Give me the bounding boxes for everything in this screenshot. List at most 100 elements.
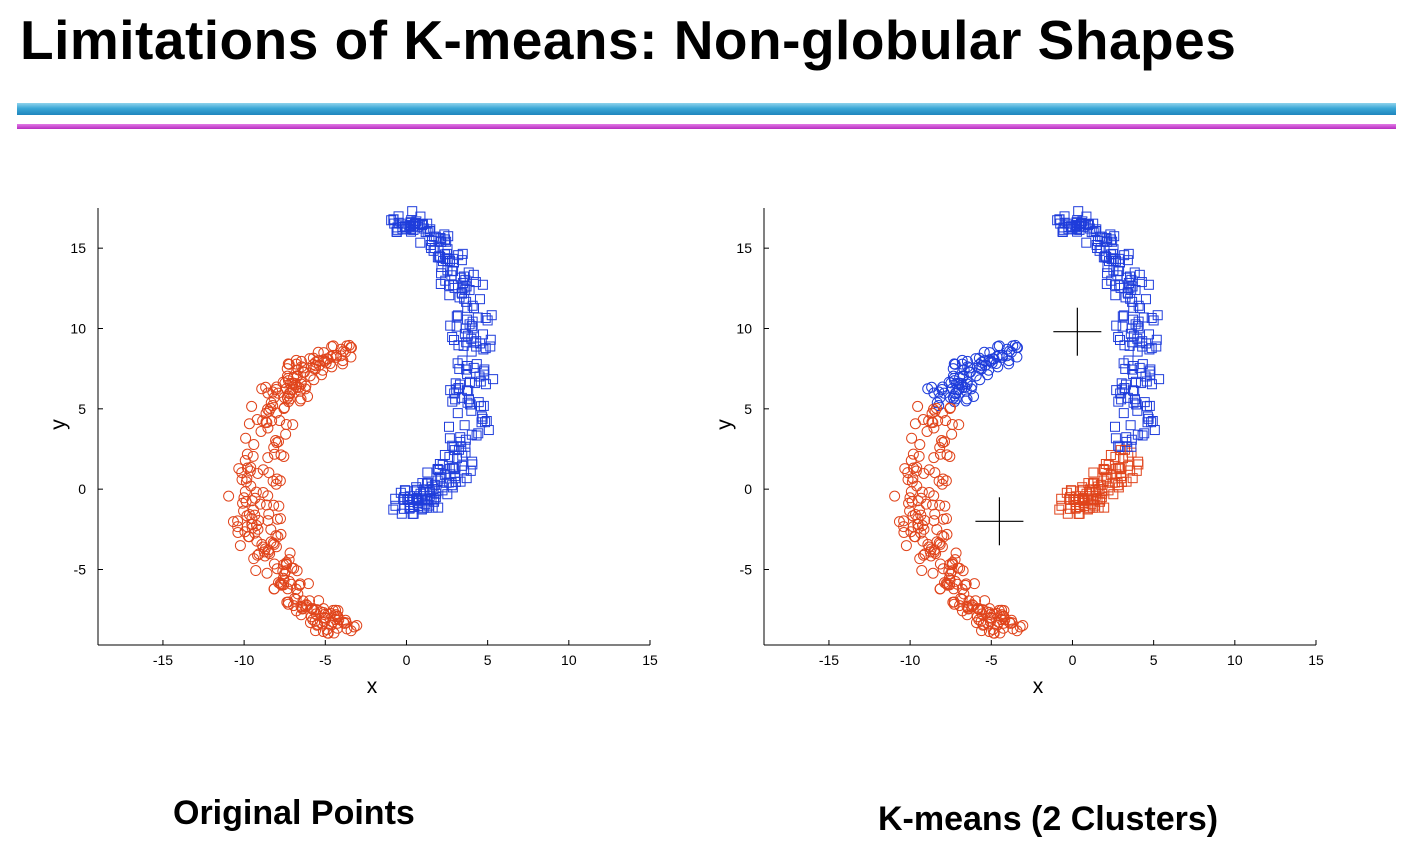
point-square bbox=[425, 224, 436, 235]
point-square bbox=[461, 385, 472, 396]
point-circle bbox=[259, 550, 271, 562]
x-tick-label: 0 bbox=[1069, 652, 1077, 668]
point-circle bbox=[348, 621, 360, 633]
point-circle bbox=[236, 467, 248, 479]
point-circle bbox=[292, 588, 304, 600]
point-square bbox=[446, 480, 457, 491]
point-square bbox=[443, 421, 454, 432]
point-circle bbox=[934, 448, 946, 460]
point-square bbox=[1073, 206, 1084, 217]
point-square bbox=[1073, 508, 1084, 519]
point-square bbox=[1080, 218, 1091, 229]
point-square bbox=[1086, 499, 1097, 510]
point-circle bbox=[257, 415, 269, 427]
point-square bbox=[1143, 279, 1154, 290]
y-tick-label: 5 bbox=[78, 401, 86, 417]
point-circle bbox=[993, 340, 1005, 352]
point-square bbox=[1137, 359, 1148, 370]
point-square bbox=[478, 400, 489, 411]
point-circle bbox=[308, 374, 320, 386]
point-circle bbox=[255, 425, 267, 437]
point-circle bbox=[307, 614, 319, 626]
point-circle bbox=[267, 537, 279, 549]
point-square bbox=[1124, 340, 1135, 351]
point-circle bbox=[240, 432, 252, 444]
y-tick-label: 10 bbox=[70, 320, 86, 336]
point-square bbox=[477, 279, 488, 290]
point-square bbox=[1127, 473, 1138, 484]
point-circle bbox=[913, 450, 925, 462]
point-square bbox=[447, 396, 458, 407]
point-circle bbox=[904, 505, 916, 517]
y-tick-label: 5 bbox=[744, 401, 752, 417]
point-circle bbox=[979, 359, 991, 371]
point-circle bbox=[262, 490, 274, 502]
point-square bbox=[460, 434, 471, 445]
point-square bbox=[1088, 467, 1099, 478]
point-square bbox=[1109, 421, 1120, 432]
point-square bbox=[454, 363, 465, 374]
point-square bbox=[1089, 500, 1100, 511]
y-axis-label: y bbox=[47, 419, 70, 430]
point-circle bbox=[304, 617, 316, 629]
point-square bbox=[424, 484, 435, 495]
point-circle bbox=[981, 606, 993, 618]
point-square bbox=[1144, 400, 1155, 411]
point-circle bbox=[893, 516, 905, 528]
point-square bbox=[1143, 413, 1154, 424]
point-square bbox=[1127, 337, 1138, 348]
point-square bbox=[414, 218, 425, 229]
point-circle bbox=[898, 526, 910, 538]
point-circle bbox=[928, 490, 940, 502]
point-square bbox=[460, 441, 471, 452]
point-circle bbox=[1014, 621, 1026, 633]
point-square bbox=[461, 337, 472, 348]
point-circle bbox=[968, 390, 980, 402]
point-square bbox=[1118, 408, 1129, 419]
point-square bbox=[1126, 434, 1137, 445]
point-square bbox=[1068, 493, 1079, 504]
point-square bbox=[1101, 252, 1112, 263]
point-circle bbox=[304, 370, 316, 382]
point-square bbox=[468, 269, 479, 280]
point-circle bbox=[281, 370, 293, 382]
y-tick-label: 15 bbox=[70, 240, 86, 256]
point-circle bbox=[298, 366, 310, 378]
point-circle bbox=[932, 415, 944, 427]
point-circle bbox=[940, 475, 952, 487]
point-circle bbox=[282, 375, 294, 387]
point-circle bbox=[241, 448, 253, 460]
point-circle bbox=[232, 515, 244, 527]
point-circle bbox=[1011, 341, 1023, 353]
point-square bbox=[461, 473, 472, 484]
point-square bbox=[454, 379, 465, 390]
point-circle bbox=[260, 407, 272, 419]
point-square bbox=[456, 392, 467, 403]
point-square bbox=[441, 248, 452, 259]
axes: -15 -10 -5 0 5 10 15 -5 0 5 10 15 x y bbox=[47, 208, 658, 698]
point-square bbox=[471, 359, 482, 370]
x-tick-label: -15 bbox=[153, 652, 173, 668]
point-square bbox=[459, 420, 470, 431]
point-circle bbox=[975, 363, 987, 375]
point-circle bbox=[310, 625, 322, 637]
point-circle bbox=[280, 428, 292, 440]
point-circle bbox=[284, 547, 296, 559]
point-circle bbox=[941, 528, 953, 540]
point-circle bbox=[964, 362, 976, 374]
point-circle bbox=[245, 461, 257, 473]
point-circle bbox=[249, 527, 261, 539]
point-circle bbox=[270, 435, 282, 447]
point-circle bbox=[936, 541, 948, 553]
point-square bbox=[1114, 463, 1125, 474]
point-square bbox=[412, 484, 423, 495]
point-circle bbox=[916, 565, 928, 577]
y-tick-label: -5 bbox=[740, 561, 753, 577]
point-circle bbox=[260, 381, 272, 393]
point-square bbox=[435, 252, 446, 263]
point-square bbox=[1108, 265, 1119, 276]
point-square bbox=[1142, 411, 1153, 422]
point-square bbox=[1121, 272, 1132, 283]
point-circle bbox=[970, 370, 982, 382]
point-square bbox=[466, 429, 477, 440]
